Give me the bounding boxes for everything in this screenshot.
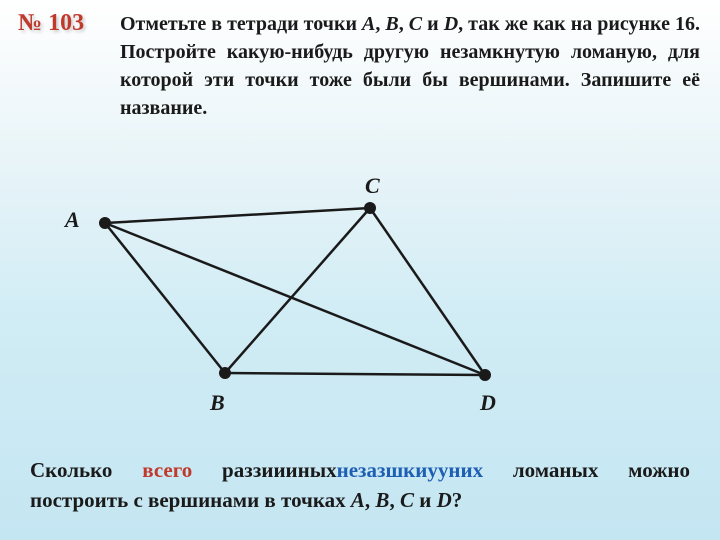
label-a: А [65, 207, 80, 233]
text-part: , [399, 13, 409, 35]
point-letter: D [444, 13, 458, 35]
text-part: , [375, 13, 385, 35]
point-letter: В [375, 488, 389, 512]
text-part: и [414, 488, 437, 512]
text-red: всего [142, 458, 192, 482]
label-c: С [365, 173, 380, 199]
text-overlap: раззиииных [222, 458, 337, 482]
bottom-text: Сколько всего раззиииныхнезазшкиууних ло… [30, 456, 690, 515]
point-letter: В [385, 13, 398, 35]
point-letter: С [400, 488, 414, 512]
text-part: ? [452, 488, 463, 512]
text-part: Сколько [30, 458, 142, 482]
point-letter: А [362, 13, 375, 35]
label-b: В [210, 390, 225, 416]
text-part: , [365, 488, 376, 512]
diagram-svg [50, 175, 600, 435]
text-part [192, 458, 222, 482]
point-letter: D [437, 488, 452, 512]
point-letter: С [409, 13, 422, 35]
text-blue: незазшкиууних [337, 458, 483, 482]
point-letter: А [351, 488, 365, 512]
label-d: D [480, 390, 496, 416]
main-text: Отметьте в тетради точки А, В, С и D, та… [120, 10, 700, 122]
text-part: , [389, 488, 400, 512]
text-part: и [422, 13, 444, 35]
diagram: А В С D [50, 175, 600, 435]
text-part: Отметьте в тетради точки [120, 13, 362, 35]
problem-number: № 103 [18, 10, 84, 37]
